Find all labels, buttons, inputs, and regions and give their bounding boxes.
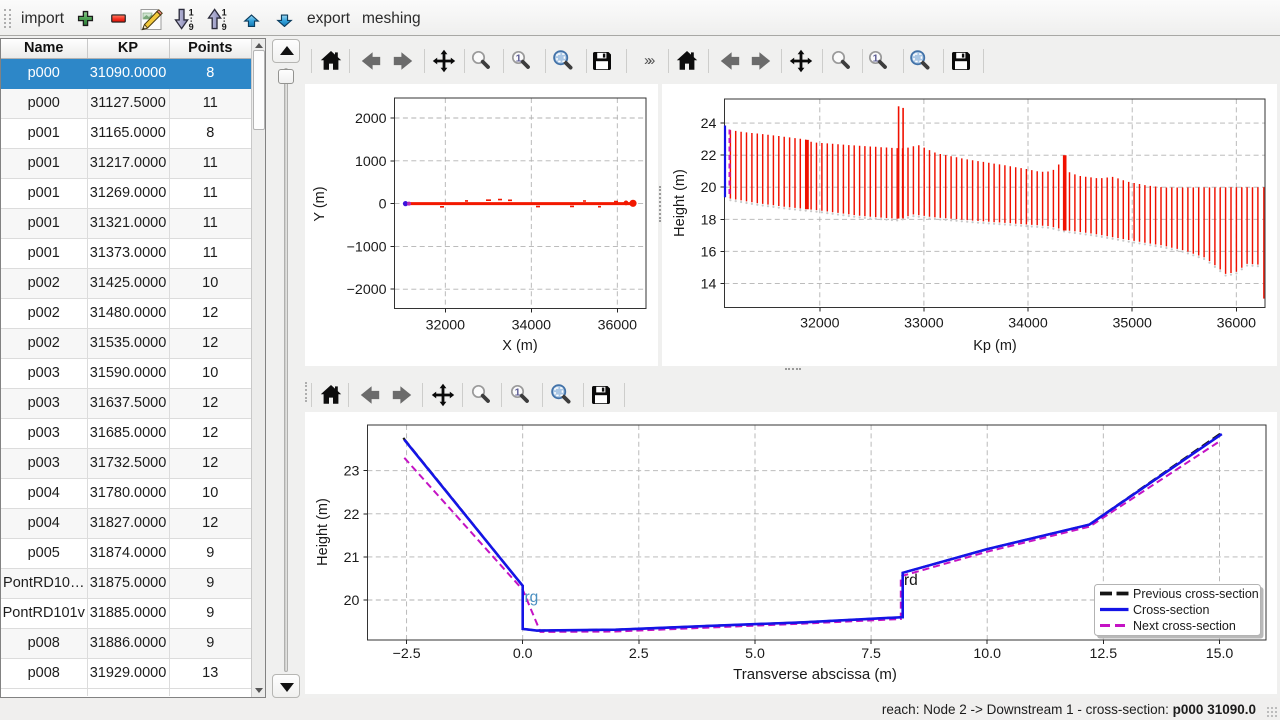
- svg-text:24: 24: [701, 116, 717, 132]
- svg-text:22: 22: [701, 148, 717, 164]
- svg-text:9: 9: [189, 22, 194, 31]
- svg-text:22: 22: [344, 507, 360, 523]
- svg-text:12.5: 12.5: [1089, 646, 1117, 662]
- svg-text:35000: 35000: [1112, 316, 1152, 332]
- svg-text:2.5: 2.5: [629, 646, 649, 662]
- svg-text:32000: 32000: [800, 316, 840, 332]
- svg-text:0.0: 0.0: [513, 646, 533, 662]
- svg-text:Transverse abscissa (m): Transverse abscissa (m): [733, 666, 897, 683]
- svg-text:Height (m): Height (m): [315, 498, 331, 566]
- svg-text:9: 9: [222, 22, 227, 31]
- svg-text:33000: 33000: [904, 316, 944, 332]
- svg-text:23: 23: [344, 464, 360, 480]
- svg-text:20: 20: [344, 593, 360, 609]
- svg-text:Kp (m): Kp (m): [973, 338, 1017, 354]
- svg-text:−1000: −1000: [347, 239, 387, 255]
- svg-text:15.0: 15.0: [1206, 646, 1234, 662]
- svg-text:Y (m): Y (m): [312, 186, 328, 221]
- svg-text:10.0: 10.0: [973, 646, 1001, 662]
- svg-text:1: 1: [222, 8, 227, 18]
- svg-text:5.0: 5.0: [745, 646, 765, 662]
- svg-text:Cross-section: Cross-section: [1133, 603, 1209, 617]
- svg-text:−2000: −2000: [347, 282, 387, 298]
- svg-text:7.5: 7.5: [861, 646, 881, 662]
- svg-text:20: 20: [701, 180, 717, 196]
- svg-text:1: 1: [189, 8, 194, 18]
- svg-text:36000: 36000: [1217, 316, 1257, 332]
- svg-text:rd: rd: [904, 572, 918, 589]
- svg-text:X (m): X (m): [502, 338, 537, 354]
- svg-text:16: 16: [701, 244, 717, 260]
- svg-text:Previous cross-section: Previous cross-section: [1133, 587, 1259, 601]
- svg-text:36000: 36000: [598, 318, 638, 334]
- svg-text:18: 18: [701, 212, 717, 228]
- svg-text:2000: 2000: [355, 111, 387, 127]
- svg-text:14: 14: [701, 276, 717, 292]
- svg-text:34000: 34000: [512, 318, 552, 334]
- svg-text:−2.5: −2.5: [393, 646, 421, 662]
- svg-text:34000: 34000: [1008, 316, 1048, 332]
- svg-text:Next cross-section: Next cross-section: [1133, 619, 1236, 633]
- svg-text:0: 0: [379, 197, 387, 213]
- svg-text:21: 21: [344, 550, 360, 566]
- svg-text:Height (m): Height (m): [672, 169, 688, 237]
- svg-text:32000: 32000: [426, 318, 466, 334]
- svg-text:1000: 1000: [355, 154, 387, 170]
- svg-text:rg: rg: [525, 589, 539, 606]
